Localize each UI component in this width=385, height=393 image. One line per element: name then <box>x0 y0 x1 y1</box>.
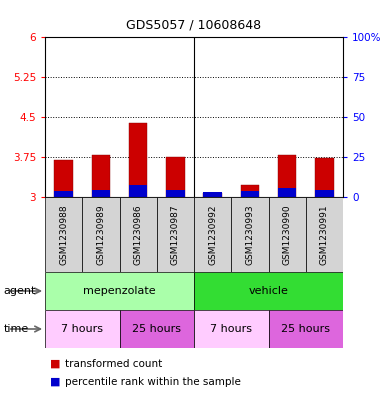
Text: percentile rank within the sample: percentile rank within the sample <box>65 377 241 387</box>
Bar <box>278 155 296 197</box>
Text: GDS5057 / 10608648: GDS5057 / 10608648 <box>126 18 261 31</box>
Bar <box>268 310 343 348</box>
Text: GSM1230986: GSM1230986 <box>134 204 142 265</box>
Text: GSM1230987: GSM1230987 <box>171 204 180 265</box>
Text: agent: agent <box>4 286 36 296</box>
Bar <box>45 272 194 310</box>
Bar <box>92 189 110 197</box>
Bar <box>166 189 185 197</box>
Text: 25 hours: 25 hours <box>132 324 181 334</box>
Bar <box>194 272 343 310</box>
Bar <box>119 197 157 272</box>
Text: time: time <box>4 324 29 334</box>
Text: 7 hours: 7 hours <box>210 324 252 334</box>
Bar <box>268 197 306 272</box>
Bar <box>278 189 296 197</box>
Bar <box>241 191 259 197</box>
Text: mepenzolate: mepenzolate <box>83 286 156 296</box>
Bar <box>203 192 222 197</box>
Bar <box>231 197 268 272</box>
Bar <box>45 310 119 348</box>
Bar <box>82 197 119 272</box>
Text: ■: ■ <box>50 359 60 369</box>
Bar <box>54 160 73 197</box>
Bar <box>129 123 147 197</box>
Text: GSM1230993: GSM1230993 <box>245 204 254 265</box>
Text: vehicle: vehicle <box>249 286 288 296</box>
Text: GSM1230990: GSM1230990 <box>283 204 291 265</box>
Text: 7 hours: 7 hours <box>61 324 103 334</box>
Bar <box>203 193 222 197</box>
Bar <box>306 197 343 272</box>
Bar <box>315 158 334 197</box>
Text: GSM1230991: GSM1230991 <box>320 204 329 265</box>
Bar <box>45 197 82 272</box>
Text: GSM1230989: GSM1230989 <box>96 204 105 265</box>
Text: 25 hours: 25 hours <box>281 324 330 334</box>
Bar <box>92 155 110 197</box>
Bar <box>166 157 185 197</box>
Bar <box>315 189 334 197</box>
Bar <box>194 310 268 348</box>
Text: transformed count: transformed count <box>65 359 163 369</box>
Bar <box>54 191 73 197</box>
Bar <box>241 185 259 197</box>
Text: ■: ■ <box>50 377 60 387</box>
Bar <box>119 310 194 348</box>
Text: GSM1230988: GSM1230988 <box>59 204 68 265</box>
Text: GSM1230992: GSM1230992 <box>208 204 217 265</box>
Bar <box>194 197 231 272</box>
Bar <box>157 197 194 272</box>
Bar <box>129 185 147 197</box>
